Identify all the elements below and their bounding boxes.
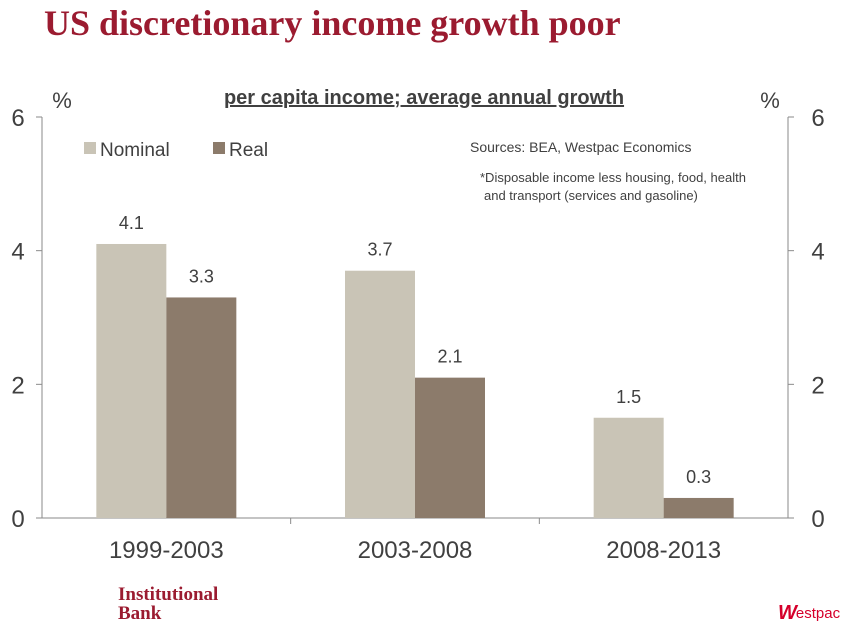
westpac-w-icon: W [778,602,797,624]
data-label-nominal-2008-2013: 1.5 [616,387,641,407]
y-tick-label-right: 6 [811,105,824,132]
x-tick-label: 2008-2013 [606,537,721,564]
data-label-nominal-2003-2008: 3.7 [367,240,392,260]
y-tick-label-left: 0 [11,506,24,533]
logo-line-2: Bank [118,603,162,624]
legend-label-real: Real [229,140,268,161]
y-tick-label-right: 0 [811,506,824,533]
logo-line-1: Institutional [118,584,219,605]
bar-real-2008-2013 [663,497,734,518]
footnote-line-2: and transport (services and gasoline) [484,188,698,203]
bar-real-2003-2008 [415,377,485,518]
legend-label-nominal: Nominal [100,140,170,161]
westpac-logo-text: estpac [795,605,841,622]
bar-nominal-2008-2013 [593,417,664,518]
y-tick-label-left: 2 [11,372,24,399]
data-label-real-2008-2013: 0.3 [686,467,711,487]
legend-swatch-real [213,142,225,154]
legend-swatch-nominal [84,142,96,154]
data-label-real-2003-2008: 2.1 [437,347,462,367]
source-note: Sources: BEA, Westpac Economics [470,139,692,155]
footnote-line-1: *Disposable income less housing, food, h… [480,170,746,185]
y-tick-label-right: 2 [811,372,824,399]
y-axis-label-right: % [760,88,780,113]
x-tick-label: 1999-2003 [109,537,224,564]
bar-real-1999-2003 [166,297,237,518]
y-tick-label-left: 4 [11,239,24,266]
y-tick-label-left: 6 [11,105,24,132]
bar-nominal-1999-2003 [96,243,167,518]
page-title: US discretionary income growth poor [44,3,621,43]
y-axis-label-left: % [52,88,72,113]
chart-title: per capita income; average annual growth [224,87,624,109]
bar-nominal-2003-2008 [345,270,415,518]
x-tick-label: 2003-2008 [358,537,473,564]
data-label-nominal-1999-2003: 4.1 [119,213,144,233]
institutional-bank-logo: Institutional Bank [118,585,218,623]
legend: Nominal Real [84,140,268,161]
y-tick-label-right: 4 [811,239,824,266]
data-label-real-1999-2003: 3.3 [189,266,214,286]
